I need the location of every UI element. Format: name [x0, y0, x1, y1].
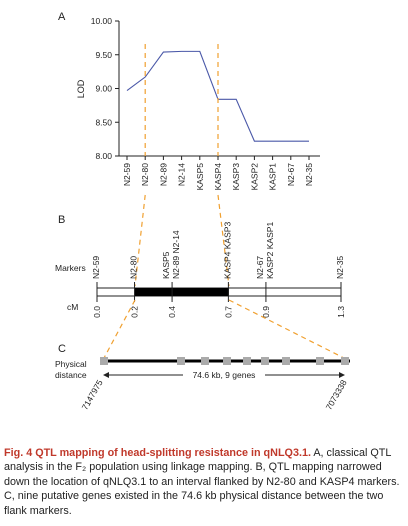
- marker-label: N2-80: [129, 256, 139, 279]
- panel-c-label: C: [58, 343, 66, 355]
- figure-caption: Fig. 4 QTL mapping of head-splitting res…: [4, 446, 404, 518]
- gene-block: [243, 357, 251, 365]
- x-tick-label: KASP5: [195, 163, 205, 191]
- marker-label: N2-67: [255, 256, 265, 279]
- cm-value: 0.2: [130, 306, 140, 318]
- x-tick-label: N2-59: [122, 163, 132, 186]
- physical-label-line1: Physical: [55, 359, 87, 369]
- marker-label: KASP4 KASP3: [222, 222, 232, 279]
- caption-title: Fig. 4 QTL mapping of head-splitting res…: [4, 447, 311, 459]
- left-coordinate: 7147975: [80, 378, 105, 412]
- y-axis-label: LOD: [76, 79, 86, 98]
- cm-value: 0.0: [92, 306, 102, 318]
- cm-label: cM: [67, 302, 78, 312]
- gene-block: [261, 357, 269, 365]
- gene-block: [201, 357, 209, 365]
- x-tick-label: N2-14: [177, 163, 187, 186]
- y-tick-label: 9.00: [95, 84, 112, 94]
- flank-connector-left: [134, 194, 146, 287]
- span-text-bg: [183, 368, 265, 380]
- y-tick-label: 8.50: [95, 117, 112, 127]
- x-tick-label: N2-89: [158, 163, 168, 186]
- y-tick-label: 10.00: [91, 16, 113, 26]
- marker-label: KASP5: [161, 251, 171, 279]
- x-tick-label: N2-35: [304, 163, 314, 186]
- gene-block: [177, 357, 185, 365]
- physical-label-line2: distance: [55, 370, 87, 380]
- caption-body: A, classical QTL analysis in the F₂ popu…: [4, 447, 400, 517]
- marker-label: N2-35: [335, 256, 345, 279]
- markers-label: Markers: [55, 263, 86, 273]
- figure: A B C LOD 8.00 8.50 9.00 9.50 10.00 N2-59 N2-…: [55, 11, 350, 412]
- panel-b-label: B: [58, 214, 65, 226]
- physical-map: Physical distance 74.6 kb, 9 genes 71479…: [55, 357, 350, 412]
- flank-connector-right: [217, 194, 230, 287]
- x-tick-label: KASP2: [249, 163, 259, 191]
- marker-label: N2-59: [91, 256, 101, 279]
- x-tick-label: N2-67: [286, 163, 296, 186]
- cm-value: 0.7: [223, 306, 233, 318]
- y-tick-label: 8.00: [95, 151, 112, 161]
- cm-value: 0.4: [167, 306, 177, 318]
- cm-value: 0.9: [261, 306, 271, 318]
- span-text: 74.6 kb, 9 genes: [193, 370, 256, 380]
- panel-a-label: A: [58, 11, 66, 23]
- lod-chart: LOD 8.00 8.50 9.00 9.50 10.00 N2-59 N2-80 N2-8…: [76, 16, 320, 287]
- x-tick-label: KASP1: [268, 163, 278, 191]
- gene-block: [341, 357, 349, 365]
- gene-block: [100, 357, 108, 365]
- marker-label: N2-89 N2-14: [171, 230, 181, 279]
- x-tick-label: KASP3: [231, 163, 241, 191]
- x-tick-label: KASP4: [213, 163, 223, 191]
- gene-block: [223, 357, 231, 365]
- interval-connector-right: [228, 299, 345, 359]
- qtl-interval-bar: [135, 288, 229, 296]
- y-tick-label: 9.50: [95, 50, 112, 60]
- gene-block: [316, 357, 324, 365]
- marker-label: KASP2 KASP1: [265, 222, 275, 279]
- right-coordinate: 7073338: [324, 378, 349, 412]
- gene-block: [282, 357, 290, 365]
- interval-connector-left: [103, 299, 136, 359]
- x-tick-label: N2-80: [140, 163, 150, 186]
- cm-value: 1.3: [336, 306, 346, 318]
- linkage-map: Markers cM N2-590.0N2-800.2N2-89 N2-14KA…: [55, 222, 346, 318]
